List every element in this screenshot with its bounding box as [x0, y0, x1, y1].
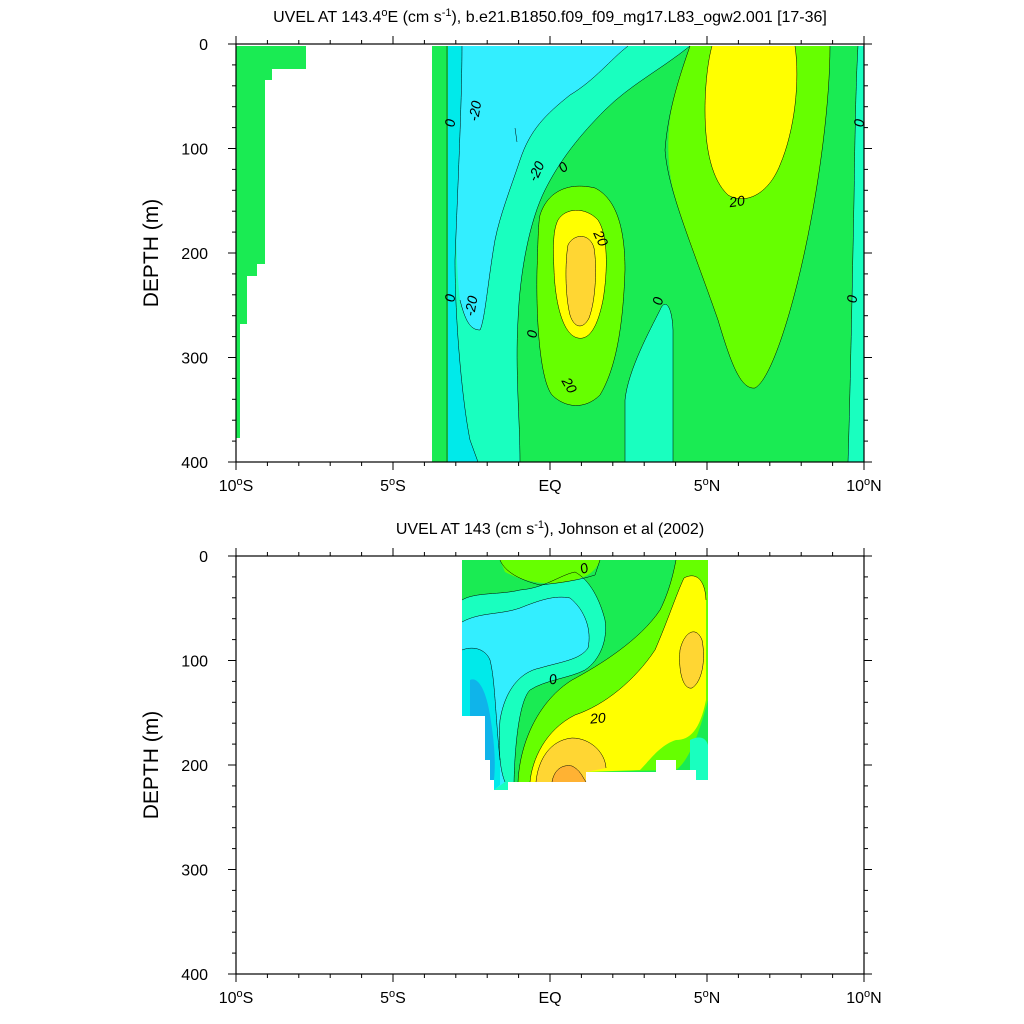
- top-clabel: -20: [524, 158, 547, 183]
- bottom-contour-labels: 0 0 20: [548, 559, 607, 727]
- bot-fill-surface: [500, 560, 600, 584]
- bottom-x-axis: 10oS 5oS EQ 5oN 10oN: [219, 548, 882, 1007]
- top-fill-neg30: [448, 46, 478, 462]
- panel-bottom: UVEL AT 143 (cm s-1), Johnson et al (200…: [140, 519, 882, 1007]
- y-tick-label: 200: [181, 758, 208, 775]
- y-tick-label: 0: [199, 37, 208, 54]
- top-clabel: 20: [590, 227, 612, 249]
- bot-fill-pos30a: [536, 738, 606, 782]
- y-tick-label: 300: [181, 351, 208, 368]
- top-title: UVEL AT 143.4oE (cm s-1), b.e21.B1850.f0…: [273, 7, 827, 26]
- top-contour-labels: 0 -20 -20 0 20 0 20 0 -20 0 0 0 20: [442, 99, 868, 397]
- top-west-strip: [236, 46, 306, 438]
- bot-notch: [656, 760, 676, 772]
- top-clabel: -20: [465, 99, 484, 122]
- top-clabel: 0: [442, 118, 459, 127]
- x-tick-label: 10oN: [846, 476, 881, 495]
- x-tick-label: 10oS: [219, 988, 254, 1007]
- top-clabel: -20: [461, 294, 480, 317]
- top-fill-nec20: [705, 46, 797, 199]
- bot-fill-neg30: [470, 679, 495, 780]
- top-x-axis: 10oS 5oS EQ 5oN 10oN: [219, 36, 882, 495]
- top-clabel: 0: [851, 118, 868, 127]
- x-tick-label: 10oN: [846, 988, 881, 1007]
- x-tick-label: 5oS: [380, 476, 406, 495]
- y-tick-label: 400: [181, 967, 208, 984]
- bot-fill-pos40: [552, 765, 586, 782]
- bot-clabel: 20: [588, 709, 606, 726]
- top-coast-strip: [432, 46, 448, 462]
- top-clabel: 0: [844, 294, 861, 303]
- bot-clabel: 0: [548, 670, 559, 687]
- top-land-mask: [236, 44, 432, 462]
- top-y-label: DEPTH (m): [140, 199, 163, 308]
- x-tick-label: 5oS: [380, 988, 406, 1007]
- x-tick-label: 5oN: [694, 988, 721, 1007]
- y-tick-label: 300: [181, 863, 208, 880]
- top-clabel: 20: [558, 374, 580, 397]
- y-tick-label: 400: [181, 455, 208, 472]
- y-tick-label: 100: [181, 142, 208, 159]
- top-clabel: 0: [524, 329, 541, 338]
- panel-top: UVEL AT 143.4oE (cm s-1), b.e21.B1850.f0…: [140, 7, 882, 495]
- x-tick-label: EQ: [538, 990, 561, 1007]
- y-tick-label: 0: [199, 549, 208, 566]
- bottom-title: UVEL AT 143 (cm s-1), Johnson et al (200…: [396, 519, 704, 538]
- bot-fill-pos30b: [679, 631, 704, 689]
- bottom-contour-lines: [461, 559, 707, 783]
- top-contour-field: 0 -20 -20 0 20 0 20 0 -20 0 0 0 20: [236, 44, 868, 462]
- top-contour-lines: [446, 45, 859, 462]
- top-clabel: 20: [727, 192, 746, 210]
- top-clabel: 0: [442, 293, 459, 302]
- bottom-y-label: DEPTH (m): [140, 711, 163, 820]
- top-fill-neg20: [455, 46, 628, 330]
- top-fill-pos30: [565, 236, 596, 326]
- x-tick-label: 10oS: [219, 476, 254, 495]
- bottom-contour-field: 0 0 20: [461, 559, 708, 790]
- y-tick-label: 200: [181, 246, 208, 263]
- x-tick-label: 5oN: [694, 476, 721, 495]
- x-tick-label: EQ: [538, 478, 561, 495]
- bot-fill-pos20: [530, 575, 706, 782]
- bot-fill-east-neg: [690, 737, 708, 780]
- y-tick-label: 100: [181, 654, 208, 671]
- top-clabel: 0: [649, 296, 666, 307]
- top-fill-east: [848, 46, 864, 462]
